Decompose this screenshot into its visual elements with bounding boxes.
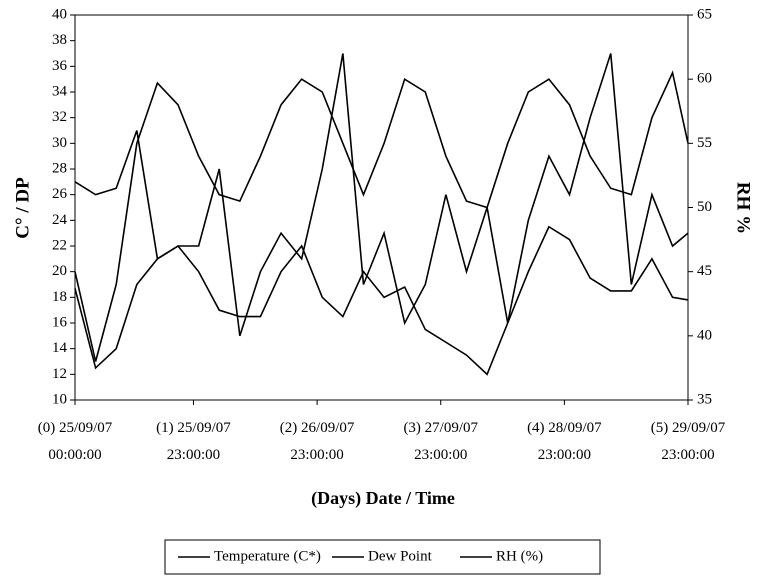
x-tick-label: (4) 28/09/07 23:00:00 bbox=[527, 420, 602, 463]
series-line bbox=[74, 225, 689, 376]
y-tick-label: 30 bbox=[52, 135, 67, 151]
y2-tick-label: 35 bbox=[697, 391, 712, 407]
y-tick-label: 38 bbox=[52, 32, 67, 48]
legend-box bbox=[164, 539, 601, 575]
y2-tick-label: 45 bbox=[697, 263, 712, 279]
legend-label: Temperature (C*) bbox=[214, 548, 321, 564]
y-tick-label: 16 bbox=[52, 314, 68, 330]
y-tick-label: 32 bbox=[52, 109, 67, 125]
y2-tick-label: 65 bbox=[697, 6, 712, 22]
y-tick-label: 12 bbox=[52, 366, 67, 382]
y-axis-title: C° / DP bbox=[12, 177, 33, 239]
y2-tick-label: 50 bbox=[697, 199, 712, 215]
y-tick-label: 24 bbox=[52, 212, 68, 228]
series-line bbox=[74, 53, 689, 337]
y2-tick-label: 60 bbox=[697, 71, 712, 87]
y2-axis-title: RH % bbox=[733, 182, 754, 234]
x-tick-label: (1) 25/09/07 23:00:00 bbox=[156, 420, 231, 463]
y-tick-label: 18 bbox=[52, 289, 67, 305]
y-tick-label: 34 bbox=[52, 83, 68, 99]
x-tick-label: (0) 25/09/07 00:00:00 bbox=[37, 420, 113, 463]
y-tick-label: 22 bbox=[52, 237, 67, 253]
x-tick-label: (5) 29/09/07 23:00:00 bbox=[650, 420, 726, 463]
plot-frame bbox=[74, 14, 689, 401]
y-tick-label: 26 bbox=[52, 186, 68, 202]
y-tick-label: 36 bbox=[52, 58, 68, 74]
x-tick-label: (2) 26/09/07 23:00:00 bbox=[279, 420, 355, 463]
legend-label: RH (%) bbox=[496, 548, 543, 564]
y2-tick-label: 55 bbox=[697, 135, 712, 151]
y2-tick-label: 40 bbox=[697, 327, 712, 343]
y-tick-label: 40 bbox=[52, 6, 67, 22]
x-tick-label: (3) 27/09/07 23:00:00 bbox=[403, 420, 479, 463]
y-tick-label: 14 bbox=[52, 340, 68, 356]
y-tick-label: 20 bbox=[52, 263, 67, 279]
series-line bbox=[74, 70, 689, 362]
y-tick-label: 10 bbox=[52, 391, 67, 407]
x-axis-title: (Days) Date / Time bbox=[311, 488, 455, 509]
y-tick-label: 28 bbox=[52, 160, 67, 176]
legend-label: Dew Point bbox=[368, 548, 433, 564]
